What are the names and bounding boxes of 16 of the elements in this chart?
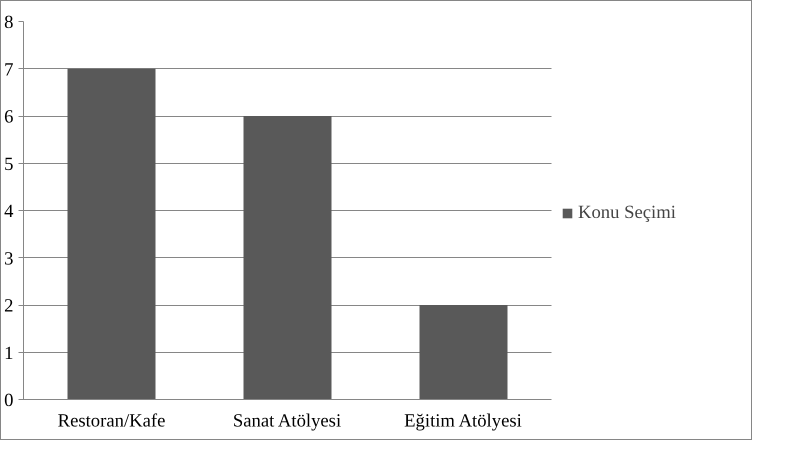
y-tick-label: 8	[4, 12, 14, 33]
y-tick-label: 1	[4, 342, 14, 364]
y-tick-label: 0	[4, 390, 14, 411]
y-tick-label: 3	[4, 248, 14, 270]
x-tick-label: Eğitim Atölyesi	[404, 410, 522, 432]
x-tick-label: Restoran/Kafe	[58, 410, 166, 432]
y-tick-label: 5	[4, 154, 14, 175]
y-tick-label: 6	[4, 106, 14, 128]
y-tick-label: 7	[4, 59, 14, 80]
x-tick-label: Sanat Atölyesi	[232, 410, 342, 432]
bar	[244, 116, 332, 400]
bar	[68, 68, 156, 400]
y-tick-label: 4	[4, 201, 14, 222]
y-tick-label: 2	[4, 296, 14, 316]
bar	[420, 305, 508, 400]
legend-label: Konu Seçimi	[578, 202, 676, 224]
